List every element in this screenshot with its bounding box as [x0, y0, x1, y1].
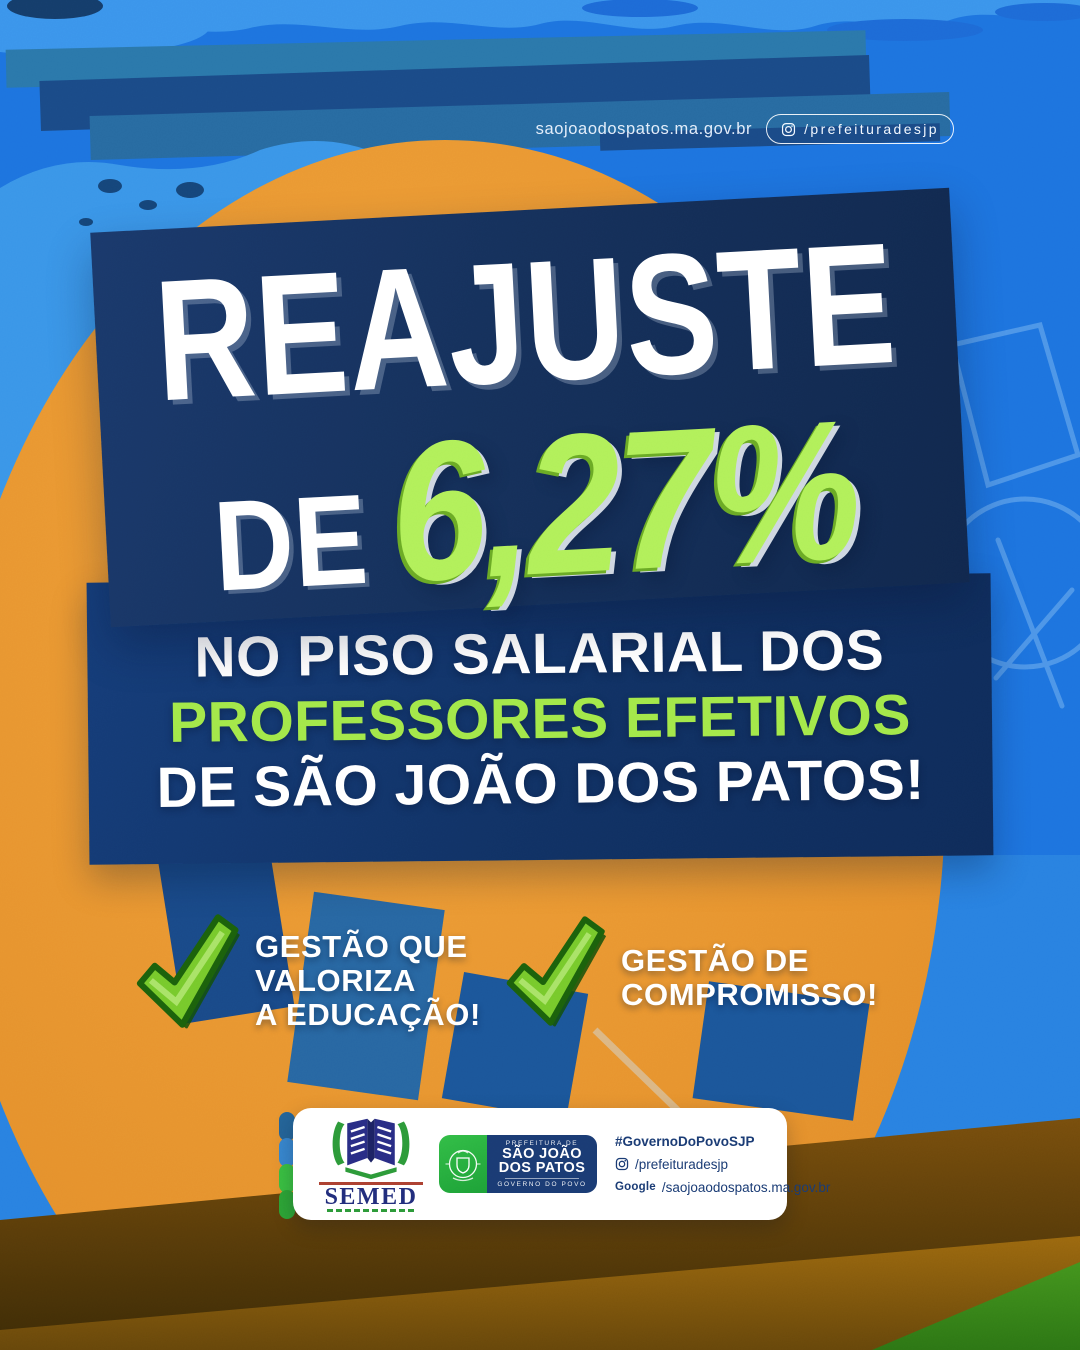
hashtag: #GovernoDoPovoSJP	[615, 1133, 755, 1149]
highlight-line: COMPROMISSO!	[621, 977, 878, 1012]
header-credit: saojoaodospatos.ma.gov.br /prefeiturades…	[536, 114, 954, 144]
footer-card: SEMED PREFEITURA DE SÃO JOÃO DOS PATOS	[293, 1108, 830, 1220]
website-url: /saojoaodospatos.ma.gov.br	[661, 1179, 831, 1195]
prefeitura-crest	[439, 1135, 487, 1193]
prefeitura-wordmark: PREFEITURA DE SÃO JOÃO DOS PATOS GOVERNO…	[487, 1135, 597, 1193]
highlight-line: VALORIZA	[255, 963, 416, 998]
prefeitura-top-label: PREFEITURA DE	[505, 1140, 579, 1147]
highlight-item-2: GESTÃO DE COMPROMISSO!	[503, 916, 878, 1028]
coat-of-arms-icon	[445, 1149, 481, 1182]
headline-panel: REAJUSTE DE 6,27%	[90, 187, 970, 628]
google-wordmark: Google	[615, 1181, 656, 1193]
prefeitura-rule	[505, 1178, 579, 1179]
semed-subtext-bar	[327, 1209, 415, 1212]
subheadline-line3: DE SÃO JOÃO DOS PATOS!	[156, 747, 925, 820]
checkmark-icon	[136, 914, 240, 1030]
instagram-handle: /prefeituradesjp	[635, 1156, 729, 1172]
instagram-row: /prefeituradesjp	[615, 1157, 830, 1172]
headline-value: 6,27%	[386, 378, 863, 624]
prefeitura-name-line1: SÃO JOÃO	[502, 1146, 582, 1162]
headline-prefix: DE	[210, 467, 372, 619]
subheadline-line2: PROFESSORES EFETIVOS	[168, 682, 912, 755]
prefeitura-bottom-label: GOVERNO DO POVO	[497, 1181, 587, 1188]
instagram-pill: /prefeituradesjp	[766, 114, 954, 144]
instagram-handle: /prefeituradesjp	[804, 121, 939, 137]
website-row: Google /saojoaodospatos.ma.gov.br	[615, 1180, 830, 1195]
highlight-line: GESTÃO QUE	[255, 929, 468, 964]
semed-book-icon	[332, 1118, 410, 1180]
highlight-text: GESTÃO DE COMPROMISSO!	[621, 944, 878, 1012]
highlight-line: A EDUCAÇÃO!	[255, 997, 481, 1032]
instagram-icon	[782, 122, 796, 136]
highlight-line: GESTÃO DE	[621, 943, 809, 978]
instagram-icon	[615, 1157, 629, 1171]
highlight-text: GESTÃO QUE VALORIZA A EDUCAÇÃO!	[255, 930, 481, 1032]
semed-logo: SEMED	[319, 1116, 423, 1212]
website-url: saojoaodospatos.ma.gov.br	[535, 119, 753, 138]
headline-row: DE 6,27%	[207, 375, 863, 635]
highlight-item-1: GESTÃO QUE VALORIZA A EDUCAÇÃO!	[133, 914, 481, 1032]
prefeitura-name-line2: DOS PATOS	[498, 1160, 586, 1176]
semed-name: SEMED	[324, 1184, 418, 1210]
footer-social-links: #GovernoDoPovoSJP /prefeituradesjp Googl…	[615, 1134, 830, 1195]
checkmark-icon	[506, 916, 607, 1028]
prefeitura-logo: PREFEITURA DE SÃO JOÃO DOS PATOS GOVERNO…	[439, 1135, 597, 1193]
